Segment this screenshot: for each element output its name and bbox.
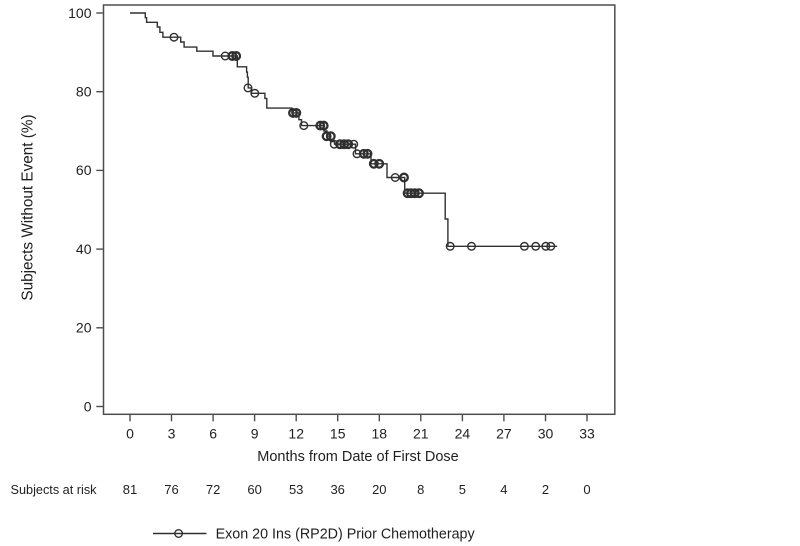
svg-text:0: 0: [84, 398, 92, 414]
svg-text:18: 18: [372, 426, 388, 442]
svg-text:Subjects Without Event (%): Subjects Without Event (%): [20, 114, 37, 300]
svg-text:Subjects at risk: Subjects at risk: [11, 483, 98, 497]
svg-text:81: 81: [123, 482, 137, 497]
svg-text:3: 3: [168, 426, 176, 442]
svg-text:40: 40: [76, 241, 92, 257]
svg-text:8: 8: [417, 482, 424, 497]
svg-text:5: 5: [459, 482, 466, 497]
svg-text:53: 53: [289, 482, 303, 497]
svg-text:0: 0: [583, 482, 590, 497]
svg-text:20: 20: [372, 482, 386, 497]
svg-text:20: 20: [76, 320, 92, 336]
svg-text:30: 30: [538, 426, 554, 442]
svg-text:12: 12: [288, 426, 304, 442]
svg-text:76: 76: [164, 482, 178, 497]
svg-text:24: 24: [455, 426, 471, 442]
svg-text:0: 0: [126, 426, 134, 442]
svg-text:80: 80: [76, 84, 92, 100]
svg-text:15: 15: [330, 426, 346, 442]
svg-text:72: 72: [206, 482, 220, 497]
svg-text:9: 9: [251, 426, 259, 442]
svg-text:4: 4: [500, 482, 507, 497]
svg-text:Exon 20 Ins (RP2D) Prior Chemo: Exon 20 Ins (RP2D) Prior Chemotherapy: [216, 527, 476, 543]
svg-text:27: 27: [496, 426, 512, 442]
svg-text:100: 100: [68, 5, 92, 21]
svg-text:21: 21: [413, 426, 429, 442]
svg-text:Months from Date of First Dose: Months from Date of First Dose: [257, 449, 458, 465]
svg-text:60: 60: [247, 482, 261, 497]
svg-text:33: 33: [579, 426, 595, 442]
svg-text:36: 36: [330, 482, 344, 497]
svg-text:2: 2: [542, 482, 549, 497]
svg-text:60: 60: [76, 162, 92, 178]
svg-text:6: 6: [209, 426, 217, 442]
